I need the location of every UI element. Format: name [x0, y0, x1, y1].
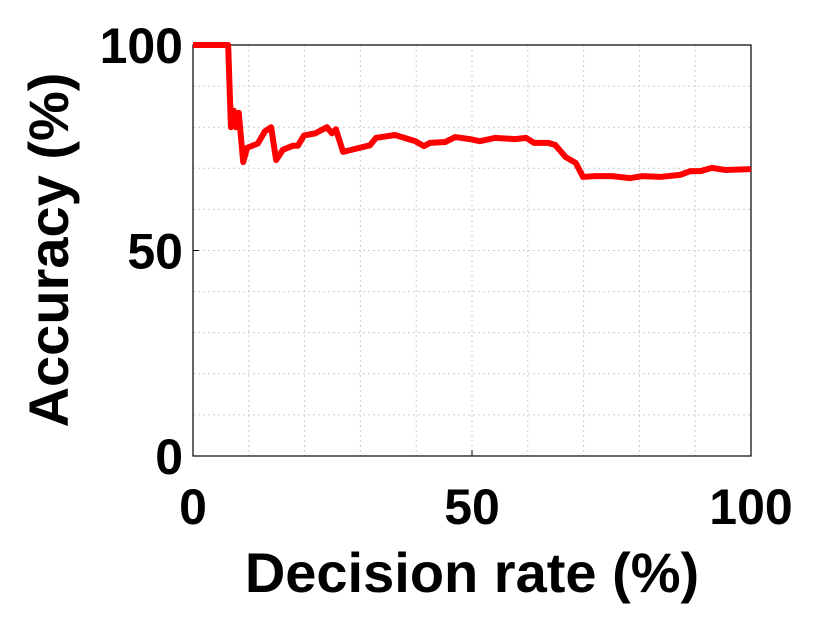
x-tick-label: 50 [444, 479, 500, 535]
x-axis-label: Decision rate (%) [245, 541, 699, 604]
y-tick-label: 0 [155, 429, 183, 485]
data-line [193, 42, 752, 182]
y-tick-label: 100 [100, 18, 183, 74]
y-tick-label: 50 [127, 224, 183, 280]
x-tick-label: 0 [179, 479, 207, 535]
x-tick-label: 100 [709, 479, 792, 535]
y-axis-label: Accuracy (%) [17, 73, 80, 428]
